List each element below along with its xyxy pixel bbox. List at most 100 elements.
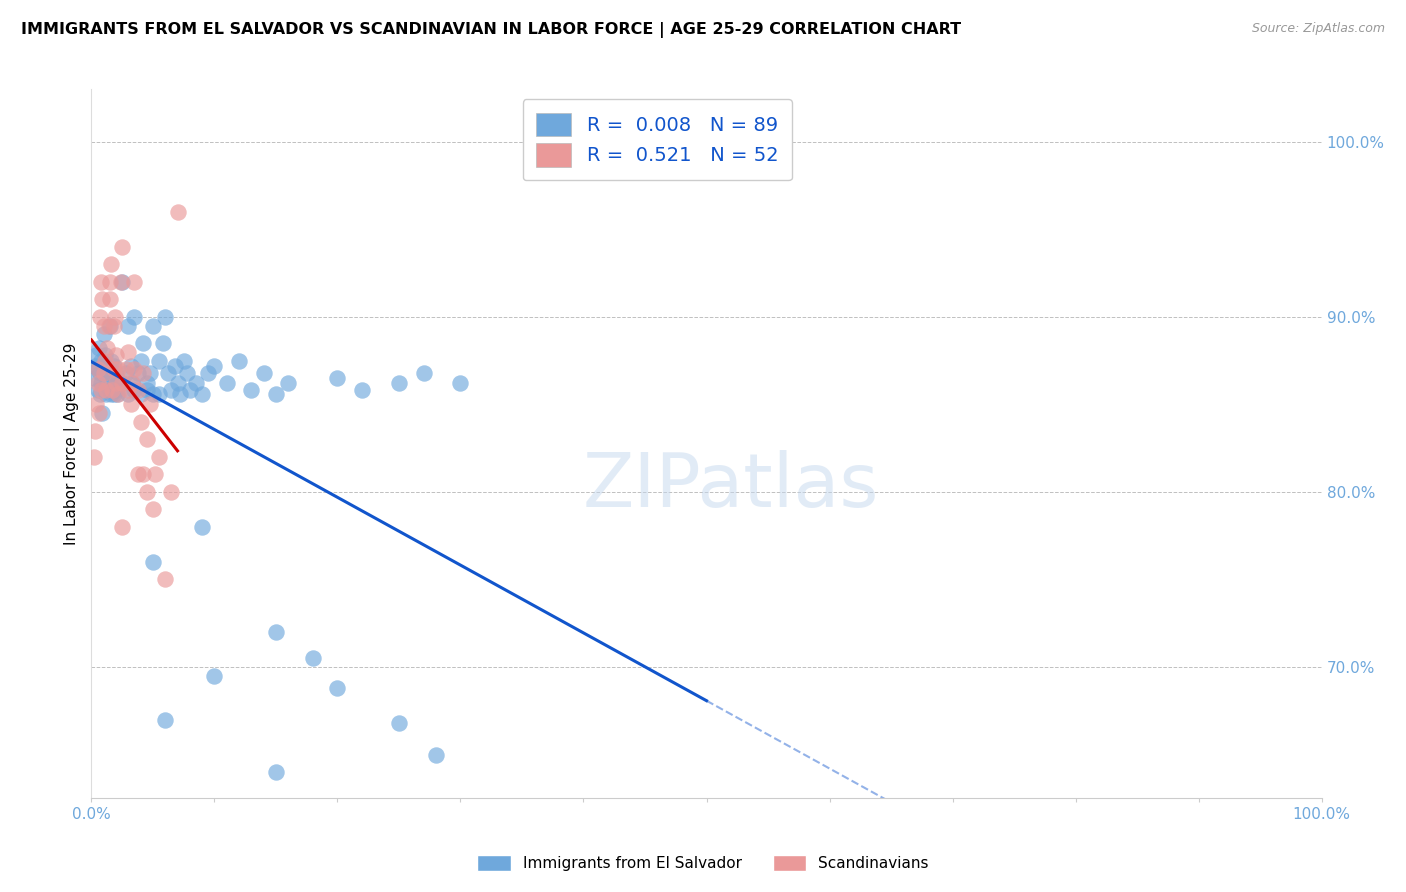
Point bbox=[156, 366, 179, 380]
Point bbox=[135, 384, 157, 398]
Point bbox=[179, 384, 201, 398]
Point bbox=[148, 353, 170, 368]
Point bbox=[135, 433, 157, 447]
Point bbox=[202, 669, 225, 683]
Point bbox=[139, 397, 162, 411]
Point bbox=[105, 348, 127, 362]
Point bbox=[173, 353, 195, 368]
Point bbox=[84, 359, 107, 373]
Point bbox=[87, 406, 110, 420]
Point bbox=[110, 275, 132, 289]
Point bbox=[176, 366, 198, 380]
Point bbox=[111, 376, 134, 391]
Point bbox=[191, 387, 214, 401]
Point bbox=[83, 371, 105, 385]
Point bbox=[86, 362, 108, 376]
Point bbox=[135, 484, 157, 499]
Point bbox=[135, 376, 157, 391]
Point bbox=[264, 765, 287, 780]
Point bbox=[124, 310, 146, 324]
Point bbox=[101, 366, 124, 380]
Point bbox=[100, 353, 122, 368]
Point bbox=[114, 362, 138, 376]
Point bbox=[107, 376, 129, 391]
Point bbox=[97, 366, 120, 380]
Point bbox=[97, 318, 120, 333]
Point bbox=[132, 366, 155, 380]
Point bbox=[148, 450, 170, 464]
Point bbox=[127, 366, 149, 380]
Point bbox=[103, 359, 125, 373]
Point bbox=[96, 376, 118, 391]
Legend: R =  0.008   N = 89, R =  0.521   N = 52: R = 0.008 N = 89, R = 0.521 N = 52 bbox=[523, 99, 792, 180]
Point bbox=[93, 366, 115, 380]
Point bbox=[98, 384, 121, 398]
Point bbox=[104, 310, 127, 324]
Point bbox=[120, 359, 142, 373]
Point bbox=[96, 359, 117, 373]
Point bbox=[86, 376, 108, 391]
Point bbox=[160, 384, 183, 398]
Point bbox=[103, 362, 125, 376]
Point bbox=[105, 387, 128, 401]
Point bbox=[107, 387, 129, 401]
Point bbox=[240, 384, 263, 398]
Point bbox=[90, 353, 112, 368]
Point bbox=[120, 397, 142, 411]
Point bbox=[107, 362, 129, 376]
Point bbox=[86, 362, 108, 376]
Point bbox=[93, 318, 115, 333]
Point bbox=[90, 275, 112, 289]
Point bbox=[83, 450, 105, 464]
Point bbox=[326, 371, 349, 385]
Point bbox=[184, 376, 207, 391]
Point bbox=[129, 415, 152, 429]
Point bbox=[117, 384, 139, 398]
Point bbox=[139, 366, 162, 380]
Legend: Immigrants from El Salvador, Scandinavians: Immigrants from El Salvador, Scandinavia… bbox=[471, 849, 935, 877]
Point bbox=[89, 310, 111, 324]
Point bbox=[127, 384, 149, 398]
Point bbox=[93, 366, 115, 380]
Point bbox=[163, 359, 186, 373]
Point bbox=[121, 376, 143, 391]
Point bbox=[96, 342, 118, 356]
Point bbox=[111, 520, 134, 534]
Point bbox=[94, 348, 117, 362]
Point bbox=[326, 681, 349, 695]
Point bbox=[166, 376, 188, 391]
Point bbox=[388, 716, 411, 731]
Point bbox=[197, 366, 219, 380]
Point bbox=[90, 376, 112, 391]
Point bbox=[228, 353, 250, 368]
Point bbox=[153, 713, 177, 727]
Point bbox=[104, 376, 127, 391]
Point bbox=[111, 275, 134, 289]
Point bbox=[94, 353, 117, 368]
Text: IMMIGRANTS FROM EL SALVADOR VS SCANDINAVIAN IN LABOR FORCE | AGE 25-29 CORRELATI: IMMIGRANTS FROM EL SALVADOR VS SCANDINAV… bbox=[21, 22, 962, 38]
Point bbox=[103, 318, 125, 333]
Point bbox=[132, 467, 155, 482]
Point bbox=[264, 625, 287, 640]
Point bbox=[142, 555, 165, 569]
Point bbox=[352, 384, 374, 398]
Point bbox=[124, 275, 146, 289]
Point bbox=[117, 318, 139, 333]
Point bbox=[90, 384, 112, 398]
Point bbox=[142, 387, 165, 401]
Point bbox=[100, 387, 122, 401]
Point bbox=[425, 747, 447, 762]
Text: ZIPatlas: ZIPatlas bbox=[583, 450, 879, 523]
Point bbox=[117, 344, 139, 359]
Point bbox=[91, 293, 114, 307]
Point bbox=[388, 376, 411, 391]
Point bbox=[145, 467, 166, 482]
Point bbox=[117, 387, 139, 401]
Point bbox=[98, 293, 121, 307]
Point bbox=[129, 387, 152, 401]
Point bbox=[142, 502, 165, 516]
Point bbox=[114, 366, 138, 380]
Point bbox=[160, 484, 183, 499]
Point bbox=[129, 353, 152, 368]
Point bbox=[96, 384, 117, 398]
